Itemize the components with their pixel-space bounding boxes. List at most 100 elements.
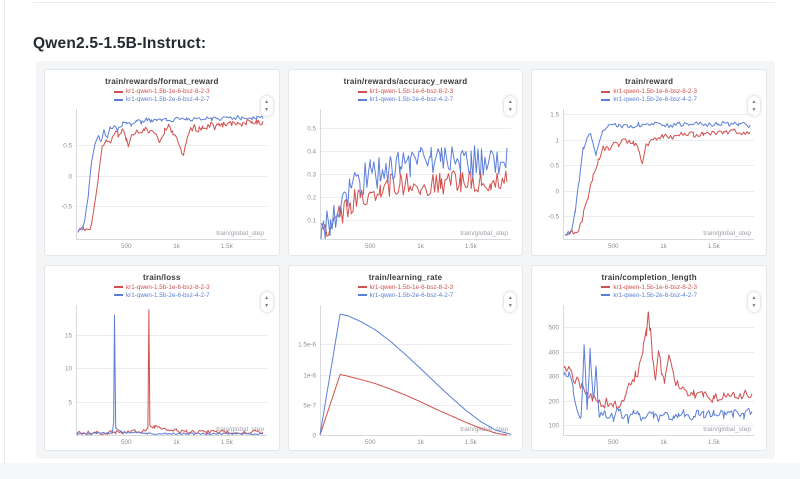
- panel-stepper[interactable]: ▲ ▼: [748, 96, 760, 116]
- panel-stepper[interactable]: ▲ ▼: [260, 96, 273, 116]
- svg-text:100: 100: [549, 422, 560, 429]
- svg-text:1k: 1k: [661, 243, 669, 250]
- panel-stepper[interactable]: ▲ ▼: [748, 291, 760, 312]
- svg-text:1.5k: 1.5k: [464, 243, 477, 250]
- legend-label: kr1-qwen-1.5b-1e-6-bsz-8-2-3: [126, 88, 210, 95]
- legend-label: kr1-qwen-1.5b-2e-6-bsz-4-2-7: [613, 291, 697, 299]
- chart-card: train/completion_length kr1-qwen-1.5b-1e…: [531, 264, 767, 451]
- plot-area[interactable]: -0.5 0 0.5 500 1k 1.5k train/global_step: [49, 105, 275, 252]
- panel-stepper[interactable]: ▲ ▼: [260, 291, 273, 312]
- plot-area[interactable]: 5 10 15 500 1k 1.5k train/global_step: [49, 301, 275, 448]
- left-edge-divider: [4, 0, 5, 479]
- legend-item[interactable]: kr1-qwen-1.5b-2e-6-bsz-4-2-7: [601, 96, 697, 103]
- chart-canvas: -0.5 0 0.5 1 1.5 500 1k 1.5k train/global_step: [548, 109, 755, 250]
- legend-line-marker: [357, 98, 367, 101]
- svg-text:400: 400: [549, 349, 560, 356]
- svg-text:500: 500: [365, 439, 376, 446]
- footer-strip: [0, 463, 800, 479]
- chart-card: train/rewards/format_reward kr1-qwen-1.5…: [44, 69, 280, 256]
- svg-text:0.1: 0.1: [307, 218, 316, 225]
- plot-area[interactable]: 0 5e-7 1e-6 1.5e-6 500 1k 1.5k train/global_ste…: [293, 301, 519, 448]
- panel-stepper[interactable]: ▲ ▼: [504, 291, 517, 312]
- chart-card: train/rewards/accuracy_reward kr1-qwen-1…: [287, 69, 524, 256]
- svg-text:1.5k: 1.5k: [708, 243, 721, 250]
- stepper-up-icon[interactable]: ▲: [751, 294, 757, 301]
- legend-label: kr1-qwen-1.5b-2e-6-bsz-4-2-7: [126, 291, 210, 299]
- legend-label: kr1-qwen-1.5b-2e-6-bsz-4-2-7: [369, 96, 454, 103]
- chart-legend: kr1-qwen-1.5b-1e-6-bsz-8-2-3 kr1-qwen-1.…: [114, 284, 210, 300]
- charts-grid: train/rewards/format_reward kr1-qwen-1.5…: [44, 69, 767, 451]
- legend-line-marker: [114, 98, 123, 101]
- legend-item[interactable]: kr1-qwen-1.5b-2e-6-bsz-4-2-7: [357, 96, 454, 103]
- svg-text:-0.5: -0.5: [548, 214, 559, 221]
- svg-text:1e-6: 1e-6: [303, 372, 316, 379]
- stepper-up-icon[interactable]: ▲: [507, 294, 513, 301]
- chart-title: train/rewards/accuracy_reward: [343, 77, 468, 86]
- chart-card: train/reward kr1-qwen-1.5b-1e-6-bsz-8-2-…: [531, 69, 767, 256]
- chart-canvas: 5 10 15 500 1k 1.5k train/global_step: [65, 304, 267, 446]
- svg-text:1k: 1k: [417, 243, 425, 250]
- svg-text:1k: 1k: [173, 439, 181, 446]
- svg-text:1k: 1k: [417, 439, 425, 446]
- legend-label: kr1-qwen-1.5b-2e-6-bsz-4-2-7: [369, 291, 454, 299]
- stepper-down-icon[interactable]: ▼: [264, 107, 270, 113]
- stepper-down-icon[interactable]: ▼: [507, 107, 513, 113]
- svg-text:0.4: 0.4: [307, 149, 316, 156]
- legend-item[interactable]: kr1-qwen-1.5b-2e-6-bsz-4-2-7: [114, 292, 210, 299]
- svg-text:0.5: 0.5: [551, 163, 560, 170]
- chart-canvas: -0.5 0 0.5 500 1k 1.5k train/global_step: [61, 109, 267, 250]
- svg-text:-0.5: -0.5: [61, 204, 72, 211]
- legend-line-marker: [357, 90, 367, 93]
- svg-text:5: 5: [68, 399, 72, 406]
- stepper-up-icon[interactable]: ▲: [264, 99, 270, 105]
- stepper-down-icon[interactable]: ▼: [751, 107, 757, 113]
- legend-line-marker: [357, 294, 367, 296]
- svg-text:0: 0: [556, 189, 560, 196]
- legend-item[interactable]: kr1-qwen-1.5b-2e-6-bsz-4-2-7: [114, 96, 210, 103]
- legend-line-marker: [114, 90, 123, 93]
- svg-text:200: 200: [549, 398, 560, 405]
- chart-legend: kr1-qwen-1.5b-1e-6-bsz-8-2-3 kr1-qwen-1.…: [601, 284, 697, 300]
- legend-label: kr1-qwen-1.5b-1e-6-bsz-8-2-3: [369, 283, 454, 291]
- stepper-down-icon[interactable]: ▼: [751, 302, 757, 309]
- legend-label: kr1-qwen-1.5b-2e-6-bsz-4-2-7: [126, 96, 210, 103]
- legend-item[interactable]: kr1-qwen-1.5b-1e-6-bsz-8-2-3: [114, 88, 210, 95]
- svg-text:10: 10: [65, 365, 73, 372]
- legend-label: kr1-qwen-1.5b-1e-6-bsz-8-2-3: [126, 283, 210, 291]
- legend-item[interactable]: kr1-qwen-1.5b-2e-6-bsz-4-2-7: [357, 291, 454, 299]
- stepper-up-icon[interactable]: ▲: [751, 99, 757, 105]
- stepper-up-icon[interactable]: ▲: [507, 99, 513, 105]
- stepper-down-icon[interactable]: ▼: [264, 302, 270, 309]
- chart-card: train/loss kr1-qwen-1.5b-1e-6-bsz-8-2-3 …: [44, 264, 280, 451]
- legend-label: kr1-qwen-1.5b-2e-6-bsz-4-2-7: [613, 96, 697, 103]
- svg-text:5e-7: 5e-7: [303, 402, 316, 409]
- svg-text:1: 1: [556, 138, 560, 145]
- chart-canvas: 100 200 300 400 500 500 1k 1.5k train/global_ste…: [549, 304, 755, 446]
- panel-stepper[interactable]: ▲ ▼: [504, 96, 517, 116]
- legend-item[interactable]: kr1-qwen-1.5b-2e-6-bsz-4-2-7: [601, 292, 697, 299]
- legend-item[interactable]: kr1-qwen-1.5b-1e-6-bsz-8-2-3: [357, 88, 454, 95]
- legend-item[interactable]: kr1-qwen-1.5b-1e-6-bsz-8-2-3: [357, 283, 454, 291]
- svg-text:1k: 1k: [173, 243, 181, 250]
- svg-text:train/global_step: train/global_step: [704, 230, 752, 237]
- legend-item[interactable]: kr1-qwen-1.5b-1e-6-bsz-8-2-3: [601, 284, 697, 291]
- svg-text:1.5e-6: 1.5e-6: [298, 341, 316, 348]
- chart-legend: kr1-qwen-1.5b-1e-6-bsz-8-2-3 kr1-qwen-1.…: [601, 88, 697, 104]
- legend-item[interactable]: kr1-qwen-1.5b-1e-6-bsz-8-2-3: [114, 284, 210, 291]
- stepper-down-icon[interactable]: ▼: [507, 302, 513, 309]
- chart-title: train/completion_length: [601, 272, 697, 282]
- legend-item[interactable]: kr1-qwen-1.5b-1e-6-bsz-8-2-3: [601, 88, 697, 95]
- svg-text:500: 500: [608, 439, 619, 446]
- svg-text:1k: 1k: [661, 439, 669, 446]
- charts-panel: train/rewards/format_reward kr1-qwen-1.5…: [36, 61, 775, 459]
- svg-text:300: 300: [549, 373, 560, 380]
- stepper-up-icon[interactable]: ▲: [264, 294, 270, 301]
- svg-text:1.5k: 1.5k: [221, 439, 234, 446]
- plot-area[interactable]: -0.5 0 0.5 1 1.5 500 1k 1.5k train/global_step: [536, 105, 762, 252]
- plot-area[interactable]: 100 200 300 400 500 500 1k 1.5k train/global_ste…: [536, 301, 762, 448]
- plot-area[interactable]: 0.1 0.2 0.3 0.4 0.5 500 1k 1.5k train/global_ste…: [293, 105, 519, 252]
- svg-text:500: 500: [365, 243, 376, 250]
- legend-label: kr1-qwen-1.5b-1e-6-bsz-8-2-3: [369, 88, 454, 95]
- svg-text:0.5: 0.5: [63, 143, 72, 150]
